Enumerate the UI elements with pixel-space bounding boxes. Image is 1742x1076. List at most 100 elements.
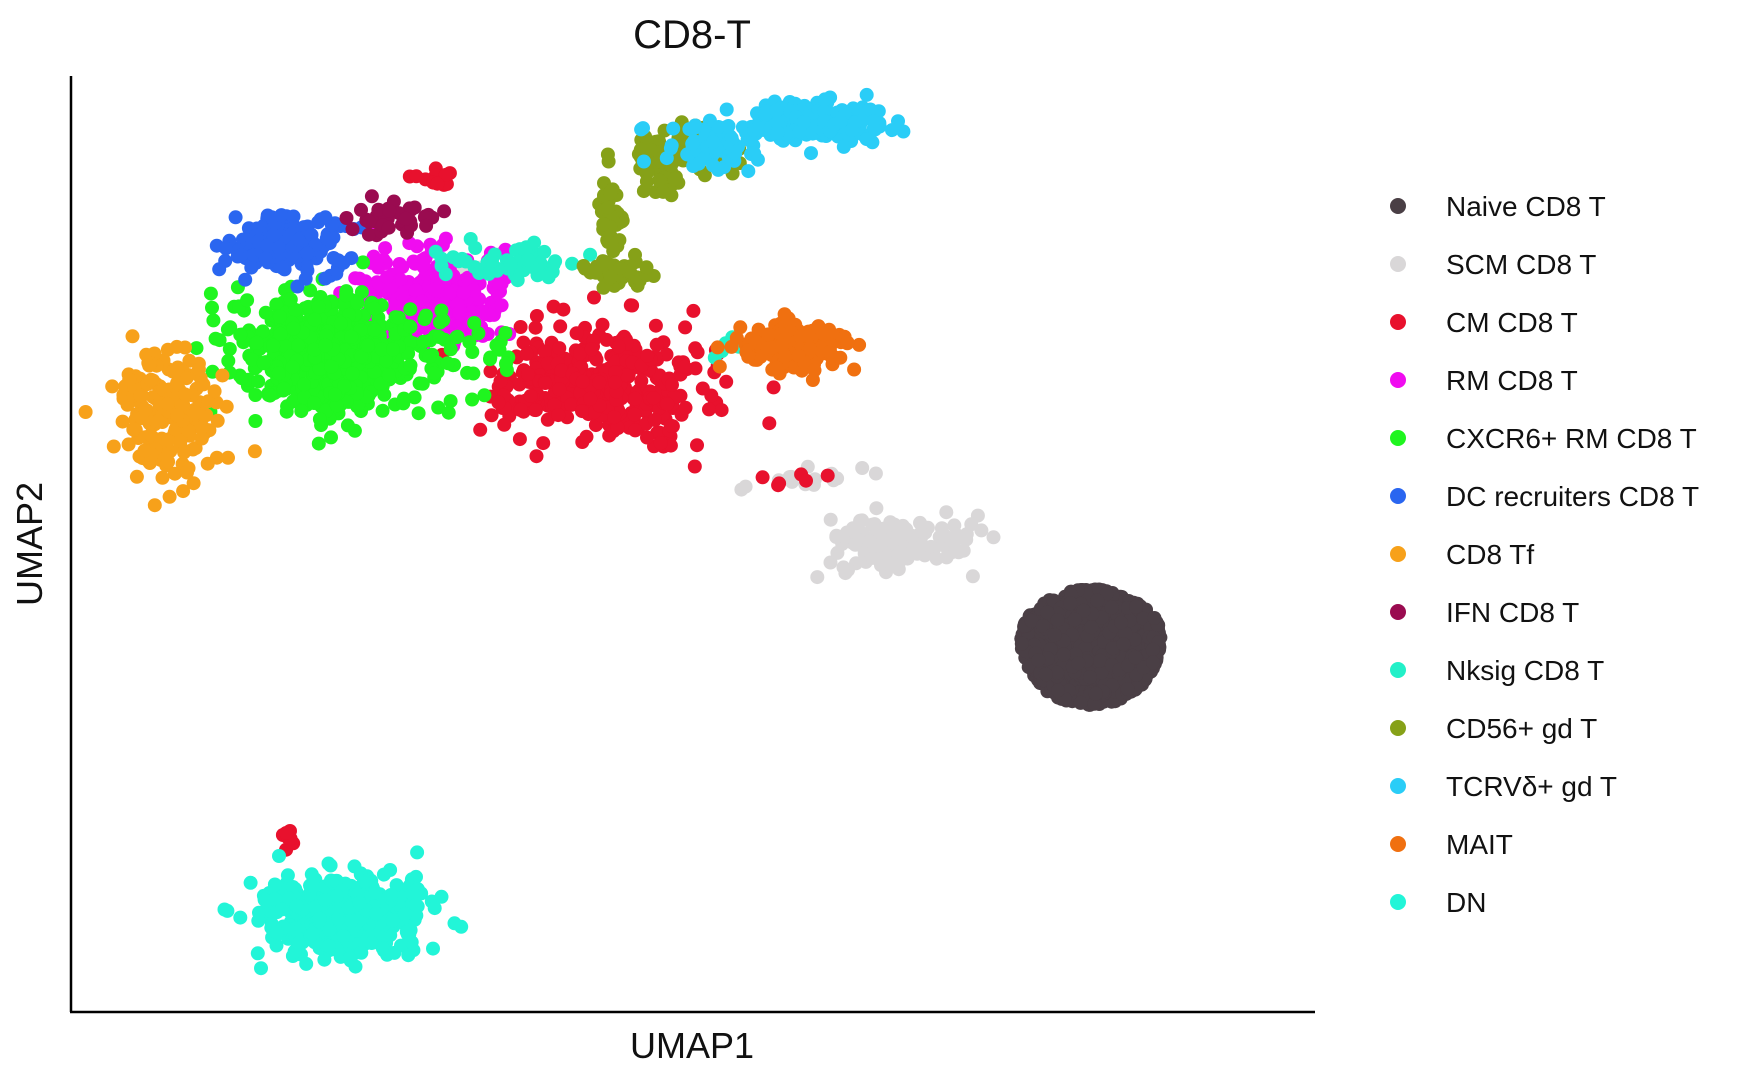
legend-marker [1390, 836, 1406, 852]
data-point [387, 945, 402, 960]
data-point [686, 303, 701, 318]
data-point [167, 466, 182, 481]
data-point [608, 365, 623, 380]
data-point [403, 302, 418, 317]
data-point [538, 376, 553, 390]
data-point [1067, 612, 1082, 627]
data-point [741, 349, 756, 364]
data-point [777, 307, 792, 322]
data-point [803, 341, 817, 356]
data-point [634, 373, 649, 388]
data-point [151, 414, 166, 428]
data-point [859, 132, 874, 147]
data-point [267, 877, 282, 892]
data-point [688, 341, 703, 356]
data-point [688, 361, 703, 376]
data-point [361, 227, 376, 242]
data-point [318, 893, 333, 908]
legend-label: CM CD8 T [1446, 307, 1578, 338]
data-point [181, 424, 196, 438]
data-point [449, 330, 464, 345]
data-point [793, 329, 808, 344]
data-point [755, 470, 770, 485]
data-point [1083, 670, 1097, 685]
data-point [307, 312, 322, 327]
data-point [364, 936, 379, 950]
data-point [364, 189, 379, 204]
data-point [472, 266, 487, 280]
data-point [762, 416, 777, 431]
data-point [583, 247, 598, 262]
data-point [173, 433, 188, 448]
data-point [627, 407, 642, 422]
data-point [746, 331, 761, 346]
data-point [510, 273, 525, 288]
data-point [427, 901, 442, 916]
data-point [924, 539, 938, 554]
data-point [575, 404, 589, 419]
data-point [419, 218, 434, 233]
data-point [215, 368, 230, 383]
data-point [454, 919, 469, 934]
data-point [331, 911, 346, 926]
series-naive-cd8-t [1014, 582, 1168, 712]
data-point [640, 348, 655, 363]
data-point [161, 432, 176, 447]
data-point [761, 327, 776, 342]
data-point [1021, 660, 1036, 675]
data-point [890, 529, 905, 544]
data-point [336, 255, 351, 270]
data-point [318, 271, 333, 286]
data-point [810, 570, 825, 585]
data-point [584, 342, 599, 357]
data-point [467, 316, 482, 330]
legend-item: IFN CD8 T [1390, 597, 1579, 628]
data-point [592, 375, 607, 390]
data-point [660, 397, 675, 411]
data-point [418, 308, 433, 323]
data-point [208, 331, 223, 346]
data-point [613, 261, 627, 275]
legend-item: CD8 Tf [1390, 539, 1534, 570]
data-point [1116, 637, 1131, 652]
legend-label: DC recruiters CD8 T [1446, 481, 1699, 512]
data-point [596, 217, 611, 232]
data-point [395, 260, 410, 274]
data-point [180, 465, 194, 480]
data-point [189, 341, 204, 356]
data-point [115, 414, 130, 429]
data-point [377, 387, 392, 402]
data-point [383, 888, 398, 902]
data-point [634, 122, 649, 137]
data-point [240, 293, 255, 308]
data-point [1050, 613, 1065, 628]
data-point [441, 405, 456, 420]
legend-item: MAIT [1390, 829, 1513, 860]
data-point [347, 859, 362, 874]
data-point [608, 354, 623, 369]
data-point [189, 405, 203, 420]
data-point [266, 228, 281, 243]
data-point [438, 231, 453, 246]
data-point [319, 231, 334, 246]
legend-item: DN [1390, 887, 1486, 918]
data-point [269, 297, 284, 312]
data-point [964, 517, 979, 532]
data-point [575, 374, 590, 389]
data-point [664, 418, 679, 433]
data-point [523, 389, 538, 403]
data-point [401, 948, 416, 963]
data-point [160, 396, 175, 411]
data-point [260, 238, 275, 253]
data-point [583, 391, 598, 406]
data-point [847, 362, 862, 377]
data-point [291, 338, 306, 353]
data-point [303, 283, 318, 298]
data-point [416, 334, 431, 349]
data-point [411, 406, 426, 421]
data-point [1035, 619, 1050, 633]
data-point [859, 87, 874, 102]
data-point [456, 285, 471, 300]
